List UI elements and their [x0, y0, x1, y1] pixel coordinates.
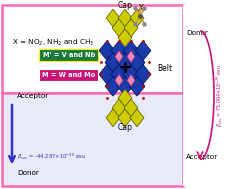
- Polygon shape: [129, 76, 145, 96]
- Polygon shape: [118, 9, 132, 27]
- Text: Cap: Cap: [118, 1, 132, 10]
- Polygon shape: [118, 29, 132, 47]
- Text: $\beta_{vec}$ = -44.287×10$^{-30}$ esu: $\beta_{vec}$ = -44.287×10$^{-30}$ esu: [17, 151, 86, 162]
- FancyBboxPatch shape: [40, 49, 99, 61]
- Polygon shape: [115, 51, 123, 63]
- Polygon shape: [135, 41, 151, 60]
- FancyBboxPatch shape: [40, 69, 99, 81]
- Text: Belt: Belt: [157, 64, 172, 73]
- Polygon shape: [99, 64, 115, 84]
- Polygon shape: [117, 76, 133, 96]
- Polygon shape: [130, 9, 144, 27]
- Text: Acceptor: Acceptor: [186, 154, 218, 160]
- Polygon shape: [124, 19, 138, 37]
- Text: Cap: Cap: [118, 123, 132, 132]
- Polygon shape: [117, 53, 133, 72]
- Text: +: +: [118, 59, 132, 77]
- Polygon shape: [129, 53, 145, 72]
- Polygon shape: [111, 64, 127, 84]
- Bar: [2, 5, 183, 93]
- Polygon shape: [112, 99, 126, 117]
- Text: Donor: Donor: [17, 170, 39, 176]
- Bar: [183, 5, 234, 186]
- Text: X = NO$_2$, NH$_2$ and CH$_3$: X = NO$_2$, NH$_2$ and CH$_3$: [12, 38, 95, 48]
- Polygon shape: [135, 64, 151, 84]
- Polygon shape: [127, 51, 135, 63]
- Polygon shape: [115, 74, 123, 86]
- Polygon shape: [118, 89, 132, 107]
- Text: Acceptor: Acceptor: [17, 93, 49, 99]
- Text: Donor: Donor: [186, 30, 208, 36]
- Text: X: X: [137, 4, 143, 13]
- Polygon shape: [130, 109, 144, 127]
- Text: $\beta_{vec}$ = 75.064×10$^{-30}$ esu: $\beta_{vec}$ = 75.064×10$^{-30}$ esu: [215, 64, 225, 127]
- Polygon shape: [106, 9, 120, 27]
- Polygon shape: [105, 76, 121, 96]
- Polygon shape: [118, 109, 132, 127]
- Text: M = W and Mo: M = W and Mo: [42, 72, 96, 78]
- Polygon shape: [105, 53, 121, 72]
- Polygon shape: [111, 41, 127, 60]
- Polygon shape: [99, 41, 115, 60]
- Polygon shape: [124, 99, 138, 117]
- Text: M' = V and Nb: M' = V and Nb: [43, 52, 95, 58]
- Polygon shape: [123, 64, 139, 84]
- Polygon shape: [106, 109, 120, 127]
- Polygon shape: [127, 74, 135, 86]
- Polygon shape: [112, 19, 126, 37]
- Bar: [2, 93, 183, 186]
- Polygon shape: [123, 41, 139, 60]
